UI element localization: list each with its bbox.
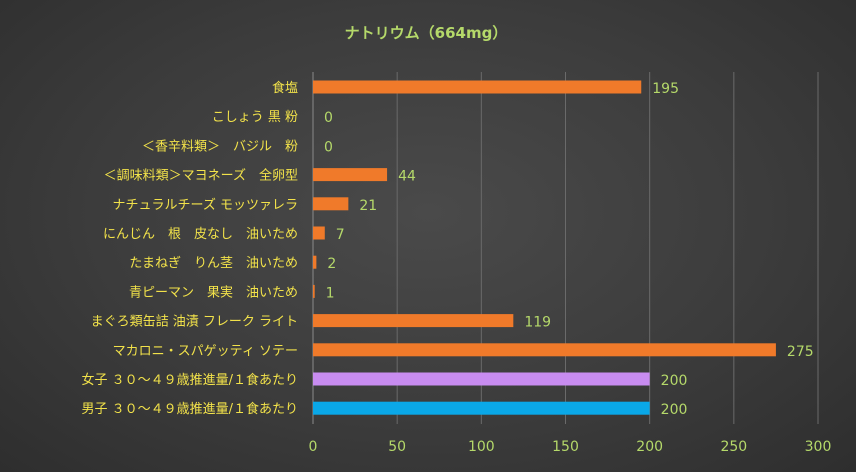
category-label: ＜香辛料類＞ バジル 粉 [142, 139, 298, 154]
bar [313, 197, 349, 211]
data-label: 0 [324, 110, 333, 126]
category-label: たまねぎ りん茎 油いため [129, 256, 298, 271]
bar [313, 168, 388, 182]
x-tick-label: 50 [388, 439, 406, 455]
x-tick-label: 150 [552, 439, 579, 455]
gridlines [312, 72, 819, 424]
bar [313, 255, 317, 269]
bar [313, 343, 776, 357]
x-tick-label: 250 [720, 439, 747, 455]
category-label: 青ピーマン 果実 油いため [129, 284, 298, 300]
category-label: ナチュラルチーズ モッツァレラ [113, 197, 298, 213]
data-label: 200 [661, 402, 688, 418]
category-label: 女子 ３０～４９歳推進量/１食あたり [81, 372, 298, 388]
category-label: 男子 ３０～４９歳推進量/１食あたり [81, 401, 298, 417]
data-label: 2 [327, 256, 336, 272]
data-label: 1 [326, 285, 335, 301]
chart-title: ナトリウム（664mg） [345, 24, 508, 42]
data-label: 200 [661, 373, 688, 389]
category-label: こしょう 黒 粉 [212, 110, 298, 125]
x-tick-label: 0 [309, 439, 318, 455]
data-label: 119 [524, 315, 551, 331]
data-label: 7 [336, 227, 345, 243]
bar [313, 372, 650, 386]
data-label: 0 [324, 139, 333, 155]
category-label: 食塩 [272, 80, 298, 96]
data-label: 21 [359, 198, 377, 214]
category-label: マカロニ・スパゲッティ ソテー [113, 344, 298, 359]
category-label: まぐろ類缶詰 油漬 フレーク ライト [91, 314, 298, 330]
category-label: にんじん 根 皮なし 油いため [103, 227, 298, 242]
bar [313, 80, 642, 94]
data-label: 195 [652, 81, 679, 97]
x-tick-label: 100 [468, 439, 495, 455]
x-tick-label: 300 [805, 439, 832, 455]
bar [313, 401, 650, 415]
data-label: 275 [787, 344, 814, 360]
x-axis-ticks: 0 50 100 150 200 250 300 [309, 439, 832, 455]
category-label: ＜調味料類＞マヨネーズ 全卵型 [104, 168, 298, 184]
x-tick-label: 200 [636, 439, 663, 455]
bar [313, 314, 514, 328]
bar [313, 284, 315, 298]
bars [313, 80, 776, 415]
bar [313, 226, 325, 240]
data-label: 44 [398, 169, 416, 185]
